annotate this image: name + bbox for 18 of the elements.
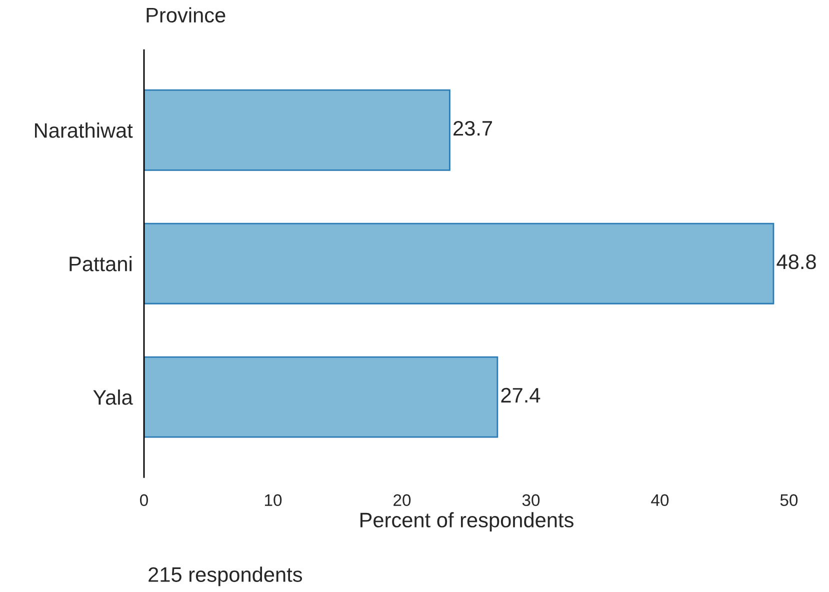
x-tick-label: 20 (394, 494, 411, 506)
y-tick-label: Narathiwat (35, 122, 133, 138)
bar (144, 222, 774, 304)
x-tick-label: 0 (140, 494, 148, 506)
data-label: 23.7 (454, 120, 492, 136)
x-tick-label: 50 (780, 494, 798, 506)
x-axis-title: Percent of respondents (360, 512, 574, 532)
data-label: 27.4 (501, 388, 540, 402)
bar (144, 356, 498, 438)
text: 215 respondents (148, 566, 302, 586)
y-axis-title: Province (146, 7, 226, 23)
x-tick-label: 10 (264, 494, 282, 506)
data-label: 48.8 (776, 254, 816, 270)
y-tick-label: Yala (93, 390, 133, 405)
x-tick-label: 40 (651, 494, 669, 506)
y-tick-label: Pattani (70, 256, 132, 272)
bar (144, 89, 450, 171)
x-tick-label: 30 (522, 494, 540, 506)
